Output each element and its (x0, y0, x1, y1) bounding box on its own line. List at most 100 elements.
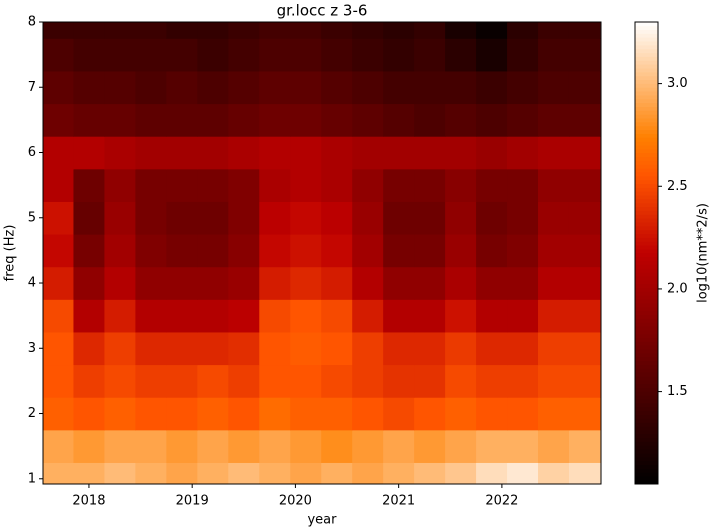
heatmap-cell (104, 70, 136, 105)
heatmap-cell (352, 38, 384, 72)
heatmap-cell (414, 103, 446, 137)
heatmap-cell (197, 234, 229, 268)
heatmap-cell (352, 397, 384, 431)
colorbar-tick-label: 1.5 (667, 384, 688, 399)
colorbar-segment (635, 44, 658, 50)
heatmap-cell (414, 136, 446, 170)
heatmap-cell (352, 234, 384, 268)
colorbar-segment (635, 83, 658, 88)
colorbar-segment (635, 295, 658, 300)
y-tick-label: 8 (28, 15, 36, 30)
heatmap-cell (538, 462, 570, 484)
heatmap-cell (73, 70, 105, 105)
heatmap-cell (104, 462, 136, 484)
heatmap-cell (352, 462, 384, 484)
heatmap-cell (197, 462, 229, 484)
colorbar-segment (635, 476, 658, 481)
heatmap-cell (166, 70, 198, 105)
heatmap-cell (568, 22, 601, 39)
colorbar-segment (635, 56, 658, 61)
heatmap-cell (104, 331, 136, 366)
plot-frame (42, 21, 602, 485)
heatmap-cell (166, 201, 198, 235)
heatmap-cell (73, 234, 105, 268)
colorbar-segment (635, 218, 658, 223)
heatmap-cell (321, 234, 353, 268)
colorbar-segment (635, 48, 658, 54)
heatmap-cell (507, 266, 539, 300)
y-tick-label: 3 (28, 341, 36, 356)
heatmap-cell (352, 266, 384, 300)
heatmap-cell (197, 22, 229, 39)
heatmap-cell (445, 299, 477, 333)
colorbar-segment (635, 441, 658, 446)
heatmap-cell (383, 168, 415, 202)
heatmap-cell (414, 331, 446, 366)
heatmap-cell (43, 136, 74, 170)
colorbar-segment (635, 117, 658, 123)
x-axis-label: year (307, 513, 337, 528)
heatmap-cell (166, 103, 198, 137)
heatmap-cell (568, 38, 601, 72)
heatmap-cell (43, 462, 74, 484)
heatmap-cell (135, 168, 167, 202)
heatmap-cell (383, 429, 415, 463)
colorbar-segment (635, 156, 658, 161)
heatmap-cell (259, 266, 291, 300)
heatmap-cell (568, 70, 601, 105)
colorbar-segment (635, 256, 658, 261)
heatmap-cell (259, 168, 291, 202)
colorbar-segment (635, 318, 658, 323)
colorbar-segment (635, 352, 658, 358)
heatmap-cell (290, 38, 322, 72)
colorbar-segment (635, 114, 658, 119)
colorbar-segment (635, 264, 658, 269)
heatmap-cell (383, 234, 415, 268)
x-tick-label: 2022 (485, 494, 518, 509)
heatmap-cell (73, 397, 105, 431)
heatmap-cell (538, 136, 570, 170)
heatmap-cell (383, 70, 415, 105)
colorbar-segment (635, 248, 658, 254)
heatmap-cell (476, 397, 508, 431)
colorbar-segment (635, 144, 658, 150)
colorbar-segment (635, 322, 658, 327)
colorbar-segment (635, 91, 658, 96)
heatmap-cell (135, 22, 167, 39)
heatmap-cell (43, 38, 74, 72)
colorbar-segment (635, 160, 658, 165)
heatmap-cell (352, 136, 384, 170)
x-tick-label: 2021 (382, 494, 415, 509)
colorbar-segment (635, 275, 658, 281)
heatmap-cell (290, 168, 322, 202)
heatmap-cell (104, 266, 136, 300)
heatmap-cell (538, 201, 570, 235)
heatmap-cell (73, 201, 105, 235)
y-tick-label: 6 (28, 145, 36, 160)
heatmap-cell (383, 462, 415, 484)
heatmap-cell (197, 429, 229, 463)
heatmap-cell (135, 429, 167, 463)
heatmap-cell (445, 331, 477, 366)
heatmap-cell (568, 103, 601, 137)
heatmap-cell (538, 70, 570, 105)
heatmap-cell (383, 201, 415, 235)
colorbar-segment (635, 402, 658, 408)
heatmap-cell (228, 331, 260, 366)
colorbar-segment (635, 364, 658, 369)
heatmap-cell (568, 201, 601, 235)
heatmap-cell (568, 234, 601, 268)
heatmap-cell (321, 201, 353, 235)
colorbar-segment (635, 452, 658, 458)
heatmap-cell (352, 168, 384, 202)
colorbar-segment (635, 137, 658, 142)
heatmap-cell (568, 364, 601, 398)
heatmap-cell (321, 462, 353, 484)
x-tick-label: 2019 (176, 494, 209, 509)
heatmap-cell (135, 331, 167, 366)
heatmap-cell (166, 168, 198, 202)
heatmap-cell (43, 168, 74, 202)
heatmap-cell (445, 38, 477, 72)
colorbar-segment (635, 60, 658, 65)
heatmap-cell (290, 201, 322, 235)
